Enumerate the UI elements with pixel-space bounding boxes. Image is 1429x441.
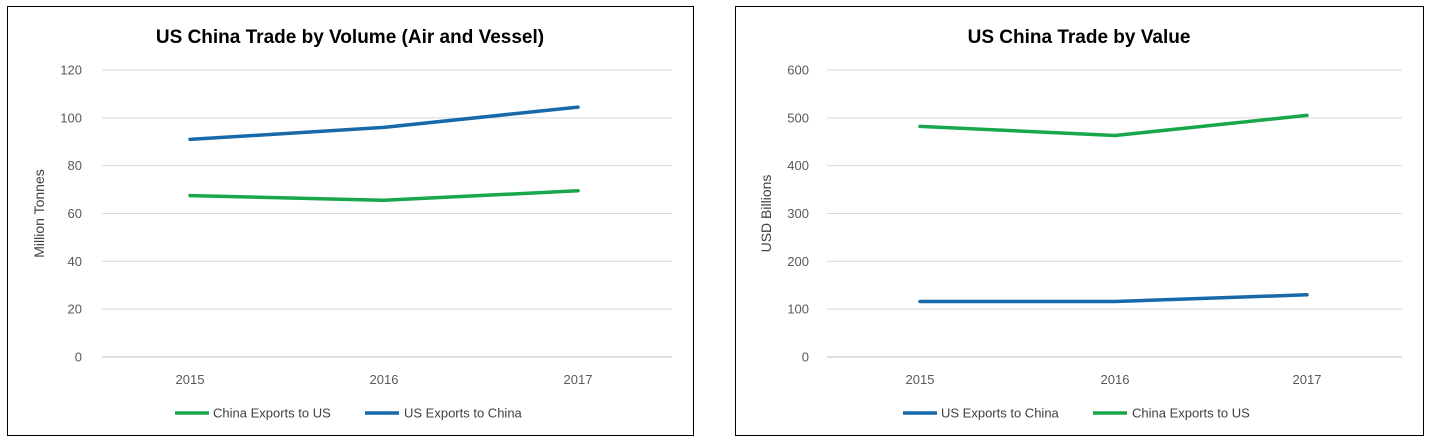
y-tick-label: 300 xyxy=(787,206,809,221)
series-line-china-exports-to-us xyxy=(918,113,1309,138)
legend-label: China Exports to US xyxy=(1132,406,1250,421)
chart-volume-svg: US China Trade by Volume (Air and Vessel… xyxy=(31,27,672,421)
y-tick-label: 60 xyxy=(68,206,82,221)
series-line-us-exports-to-china xyxy=(918,293,1309,304)
legend-label: US Exports to China xyxy=(404,406,523,421)
x-tick-label: 2016 xyxy=(1101,372,1130,387)
y-tick-label: 0 xyxy=(802,350,809,365)
y-axis-label: USD Billions xyxy=(758,175,774,253)
chart-title: US China Trade by Volume (Air and Vessel… xyxy=(156,27,544,48)
y-tick-label: 120 xyxy=(60,63,82,78)
chart-volume: US China Trade by Volume (Air and Vessel… xyxy=(7,6,694,436)
x-tick-label: 2016 xyxy=(370,372,399,387)
x-tick-label: 2015 xyxy=(906,372,935,387)
y-tick-label: 100 xyxy=(787,302,809,317)
series-line-us-exports-to-china xyxy=(188,105,580,142)
chart-title: US China Trade by Value xyxy=(968,27,1191,48)
y-axis-label: Million Tonnes xyxy=(31,169,47,257)
legend-label: US Exports to China xyxy=(941,406,1060,421)
chart-value: US China Trade by Value 0 100 200 300 400 500 6… xyxy=(735,6,1424,436)
y-tick-label: 100 xyxy=(60,110,82,125)
y-tick-label: 200 xyxy=(787,254,809,269)
legend-label: China Exports to US xyxy=(213,406,331,421)
y-tick-label: 500 xyxy=(787,110,809,125)
y-tick-label: 20 xyxy=(68,302,82,317)
x-tick-label: 2017 xyxy=(564,372,593,387)
series-line-china-exports-to-us xyxy=(188,189,580,203)
x-tick-label: 2017 xyxy=(1293,372,1322,387)
y-tick-label: 400 xyxy=(787,158,809,173)
y-tick-label: 0 xyxy=(75,350,82,365)
y-tick-label: 600 xyxy=(787,63,809,78)
y-tick-label: 80 xyxy=(68,158,82,173)
y-tick-label: 40 xyxy=(68,254,82,269)
x-tick-label: 2015 xyxy=(176,372,205,387)
chart-value-svg: US China Trade by Value 0 100 200 300 400 500 6… xyxy=(758,27,1402,421)
